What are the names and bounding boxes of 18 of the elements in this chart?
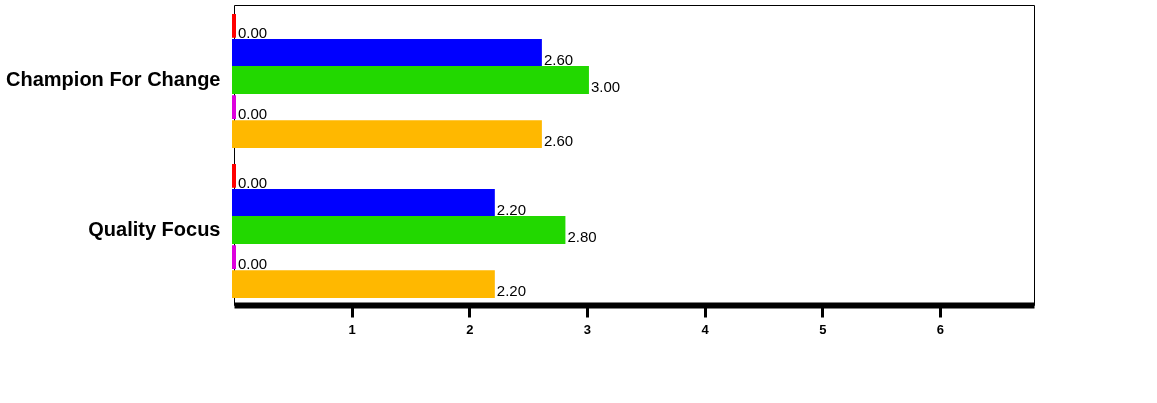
x-tick-label: 4 [701, 321, 710, 337]
data-label: 0.00 [238, 255, 268, 273]
data-label: 0.00 [238, 23, 268, 41]
data-label: 0.00 [238, 105, 268, 123]
data-label: 0.00 [238, 173, 268, 191]
y-tick-label: Champion For Change [6, 68, 221, 90]
x-tick-label: 2 [466, 321, 474, 337]
data-label: 2.80 [567, 228, 597, 245]
data-label: 3.00 [590, 78, 621, 95]
data-label: 2.60 [543, 132, 574, 150]
data-label: 2.60 [543, 50, 574, 68]
x-tick-label: 6 [936, 321, 944, 337]
x-tick-label: 1 [348, 321, 356, 337]
data-label: 2.20 [496, 200, 527, 218]
x-tick-label: 3 [583, 321, 592, 337]
y-tick-label: Quality Focus [88, 218, 221, 240]
x-tick-label: 5 [819, 321, 827, 337]
data-label: 2.20 [496, 282, 527, 300]
